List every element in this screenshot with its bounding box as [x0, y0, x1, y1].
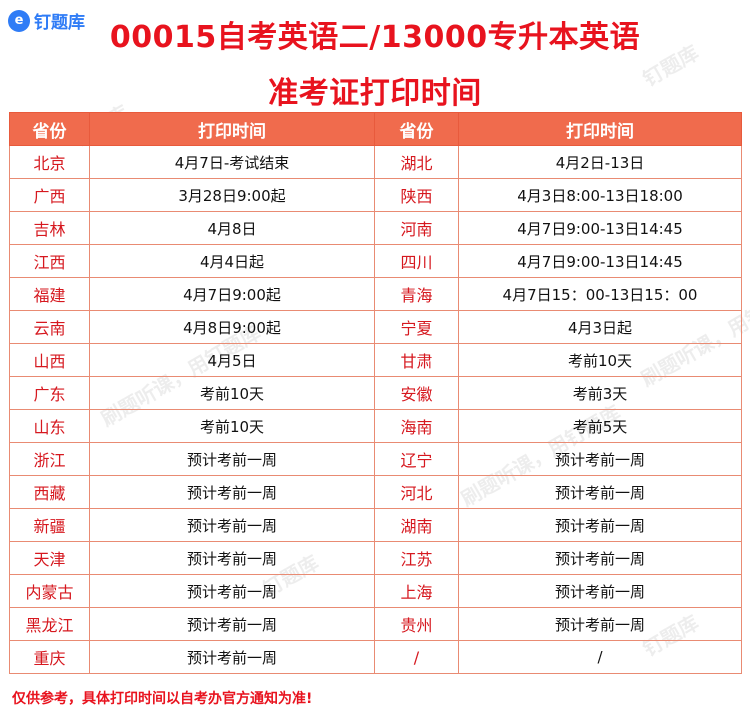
province-cell: 山西	[9, 343, 90, 377]
table-row: 广西 3月28日9:00起 陕西 4月3日8:00-13日18:00	[9, 178, 742, 212]
print-time-cell: 4月3日起	[458, 310, 742, 344]
print-time-cell: 4月2日-13日	[458, 145, 742, 179]
page-subtitle: 准考证打印时间	[268, 76, 482, 111]
table-row: 福建 4月7日9:00起 青海 4月7日15：00-13日15：00	[9, 277, 742, 311]
province-cell: /	[374, 640, 459, 674]
table-row: 重庆 预计考前一周 / /	[9, 640, 742, 674]
page-title: 00015自考英语二/13000专升本英语	[109, 20, 641, 55]
table-row: 内蒙古 预计考前一周 上海 预计考前一周	[9, 574, 742, 608]
table-row: 浙江 预计考前一周 辽宁 预计考前一周	[9, 442, 742, 476]
print-time-cell: 考前10天	[458, 343, 742, 377]
province-cell: 甘肃	[374, 343, 459, 377]
table-row: 广东 考前10天 安徽 考前3天	[9, 376, 742, 410]
print-time-cell: 预计考前一周	[458, 475, 742, 509]
print-time-cell: 预计考前一周	[458, 574, 742, 608]
province-cell: 四川	[374, 244, 459, 278]
table-row: 新疆 预计考前一周 湖南 预计考前一周	[9, 508, 742, 542]
footer-note: 仅供参考，具体打印时间以自考办官方通知为准!	[12, 691, 313, 707]
province-cell: 浙江	[9, 442, 90, 476]
print-time-cell: /	[458, 640, 742, 674]
province-cell: 广西	[9, 178, 90, 212]
print-time-cell: 4月7日9:00起	[89, 277, 375, 311]
print-time-cell: 4月7日9:00-13日14:45	[458, 211, 742, 245]
print-time-cell: 3月28日9:00起	[89, 178, 375, 212]
province-cell: 天津	[9, 541, 90, 575]
province-cell: 山东	[9, 409, 90, 443]
table-row: 黑龙江 预计考前一周 贵州 预计考前一周	[9, 607, 742, 641]
print-time-cell: 预计考前一周	[458, 508, 742, 542]
province-cell: 湖北	[374, 145, 459, 179]
province-cell: 江西	[9, 244, 90, 278]
province-cell: 江苏	[374, 541, 459, 575]
print-time-cell: 4月7日9:00-13日14:45	[458, 244, 742, 278]
province-cell: 海南	[374, 409, 459, 443]
province-cell: 西藏	[9, 475, 90, 509]
province-cell: 云南	[9, 310, 90, 344]
table-row: 山西 4月5日 甘肃 考前10天	[9, 343, 742, 377]
print-time-cell: 考前3天	[458, 376, 742, 410]
print-time-cell: 考前10天	[89, 376, 375, 410]
province-cell: 河北	[374, 475, 459, 509]
logo-icon: e	[8, 9, 30, 32]
province-cell: 吉林	[9, 211, 90, 245]
print-time-cell: 4月7日15：00-13日15：00	[458, 277, 742, 311]
province-cell: 青海	[374, 277, 459, 311]
table-row: 云南 4月8日9:00起 宁夏 4月3日起	[9, 310, 742, 344]
province-cell: 新疆	[9, 508, 90, 542]
print-time-cell: 4月4日起	[89, 244, 375, 278]
header-province: 省份	[9, 112, 90, 146]
brand-logo: e 钉题库	[8, 8, 85, 33]
province-cell: 福建	[9, 277, 90, 311]
province-cell: 河南	[374, 211, 459, 245]
print-time-cell: 4月8日9:00起	[89, 310, 375, 344]
table-row: 天津 预计考前一周 江苏 预计考前一周	[9, 541, 742, 575]
print-time-cell: 4月3日8:00-13日18:00	[458, 178, 742, 212]
table-row: 山东 考前10天 海南 考前5天	[9, 409, 742, 443]
header-print-time: 打印时间	[458, 112, 742, 146]
print-time-table: 省份 打印时间 省份 打印时间 北京 4月7日-考试结束 湖北 4月2日-13日 广西 3…	[9, 112, 742, 674]
table-row: 北京 4月7日-考试结束 湖北 4月2日-13日	[9, 145, 742, 179]
print-time-cell: 预计考前一周	[89, 541, 375, 575]
table-header-row: 省份 打印时间 省份 打印时间	[9, 112, 742, 146]
print-time-cell: 预计考前一周	[89, 442, 375, 476]
print-time-cell: 4月8日	[89, 211, 375, 245]
print-time-cell: 预计考前一周	[89, 475, 375, 509]
province-cell: 内蒙古	[9, 574, 90, 608]
print-time-cell: 预计考前一周	[458, 607, 742, 641]
header-print-time: 打印时间	[89, 112, 375, 146]
print-time-cell: 考前10天	[89, 409, 375, 443]
table-row: 江西 4月4日起 四川 4月7日9:00-13日14:45	[9, 244, 742, 278]
province-cell: 广东	[9, 376, 90, 410]
print-time-cell: 考前5天	[458, 409, 742, 443]
print-time-cell: 预计考前一周	[89, 574, 375, 608]
province-cell: 北京	[9, 145, 90, 179]
province-cell: 陕西	[374, 178, 459, 212]
header-province: 省份	[374, 112, 459, 146]
table-row: 西藏 预计考前一周 河北 预计考前一周	[9, 475, 742, 509]
print-time-cell: 预计考前一周	[458, 442, 742, 476]
table-row: 吉林 4月8日 河南 4月7日9:00-13日14:45	[9, 211, 742, 245]
province-cell: 安徽	[374, 376, 459, 410]
province-cell: 贵州	[374, 607, 459, 641]
print-time-cell: 4月5日	[89, 343, 375, 377]
print-time-cell: 预计考前一周	[89, 607, 375, 641]
province-cell: 湖南	[374, 508, 459, 542]
province-cell: 宁夏	[374, 310, 459, 344]
province-cell: 辽宁	[374, 442, 459, 476]
province-cell: 黑龙江	[9, 607, 90, 641]
province-cell: 上海	[374, 574, 459, 608]
province-cell: 重庆	[9, 640, 90, 674]
logo-text: 钉题库	[34, 13, 85, 33]
print-time-cell: 预计考前一周	[458, 541, 742, 575]
print-time-cell: 预计考前一周	[89, 508, 375, 542]
print-time-cell: 4月7日-考试结束	[89, 145, 375, 179]
print-time-cell: 预计考前一周	[89, 640, 375, 674]
